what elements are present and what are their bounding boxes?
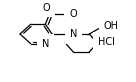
Text: OH: OH <box>104 21 119 31</box>
Text: N: N <box>70 29 77 39</box>
Text: O: O <box>43 3 50 13</box>
Text: N: N <box>42 39 49 49</box>
Text: HCl: HCl <box>98 37 115 47</box>
Text: O: O <box>69 9 77 19</box>
